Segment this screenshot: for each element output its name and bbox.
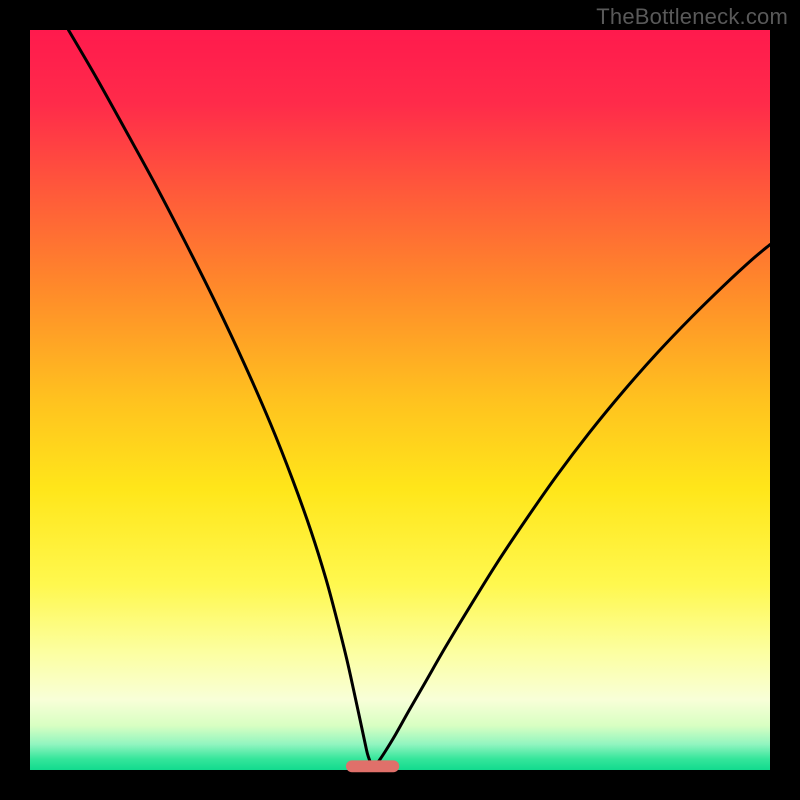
bottleneck-chart bbox=[0, 0, 800, 800]
plot-area bbox=[30, 30, 770, 770]
chart-stage: TheBottleneck.com bbox=[0, 0, 800, 800]
vertex-marker bbox=[346, 760, 399, 772]
watermark-text: TheBottleneck.com bbox=[596, 4, 788, 30]
